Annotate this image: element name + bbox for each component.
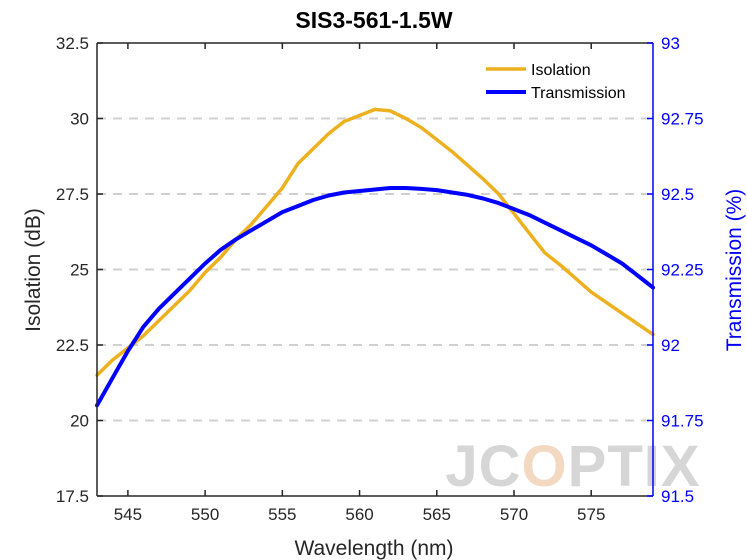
y-tick-label-right: 91.75 <box>661 412 704 431</box>
x-tick-label: 550 <box>191 505 219 524</box>
x-axis-label: Wavelength (nm) <box>294 537 453 560</box>
watermark-letter: X <box>661 434 701 499</box>
legend-label-isolation: Isolation <box>531 62 591 79</box>
x-tick-label: 545 <box>114 505 142 524</box>
watermark-letter: C <box>479 434 522 499</box>
y-tick-label-right: 92.5 <box>661 185 694 204</box>
x-tick-label: 560 <box>345 505 373 524</box>
y-tick-label-left: 27.5 <box>56 185 89 204</box>
y-axis-label-right: Transmission (%) <box>723 189 746 352</box>
y-tick-label-left: 30 <box>70 110 89 129</box>
watermark-letter: T <box>607 434 643 499</box>
y-tick-label-left: 25 <box>70 261 89 280</box>
series-line-transmission <box>95 186 655 408</box>
watermark: JCOPTIX <box>445 434 700 499</box>
y-tick-label-right: 91.5 <box>661 487 694 506</box>
grid-lines <box>97 117 653 422</box>
y-tick-label-right: 93 <box>661 34 680 53</box>
x-tick-label: 565 <box>423 505 451 524</box>
y-axis-label-left: Isolation (dB) <box>22 208 45 332</box>
watermark-letter: O <box>522 434 568 499</box>
y-tick-label-right: 92 <box>661 336 680 355</box>
y-tick-label-right: 92.25 <box>661 261 704 280</box>
axes: 545 550 555 560 565 570 575 17.5 20 22.5 25 27.5 30 3… <box>56 34 704 524</box>
x-tick-label: 570 <box>500 505 528 524</box>
x-tick-label: 555 <box>268 505 296 524</box>
y-tick-label-left: 32.5 <box>56 34 89 53</box>
y-tick-label-left: 17.5 <box>56 487 89 506</box>
chart-title: SIS3-561-1.5W <box>295 7 453 33</box>
y-tick-label-left: 20 <box>70 412 89 431</box>
watermark-letter: I <box>644 434 661 499</box>
watermark-text: JCOPTIX <box>445 434 700 499</box>
x-tick-label: 575 <box>577 505 605 524</box>
legend-label-transmission: Transmission <box>531 85 626 102</box>
watermark-letter: J <box>445 434 478 499</box>
plot-area <box>95 107 655 408</box>
y-tick-label-right: 92.75 <box>661 110 704 129</box>
series-line-isolation <box>95 107 655 377</box>
y-tick-label-left: 22.5 <box>56 336 89 355</box>
legend: Isolation Transmission <box>486 62 626 102</box>
watermark-letter: P <box>568 434 608 499</box>
